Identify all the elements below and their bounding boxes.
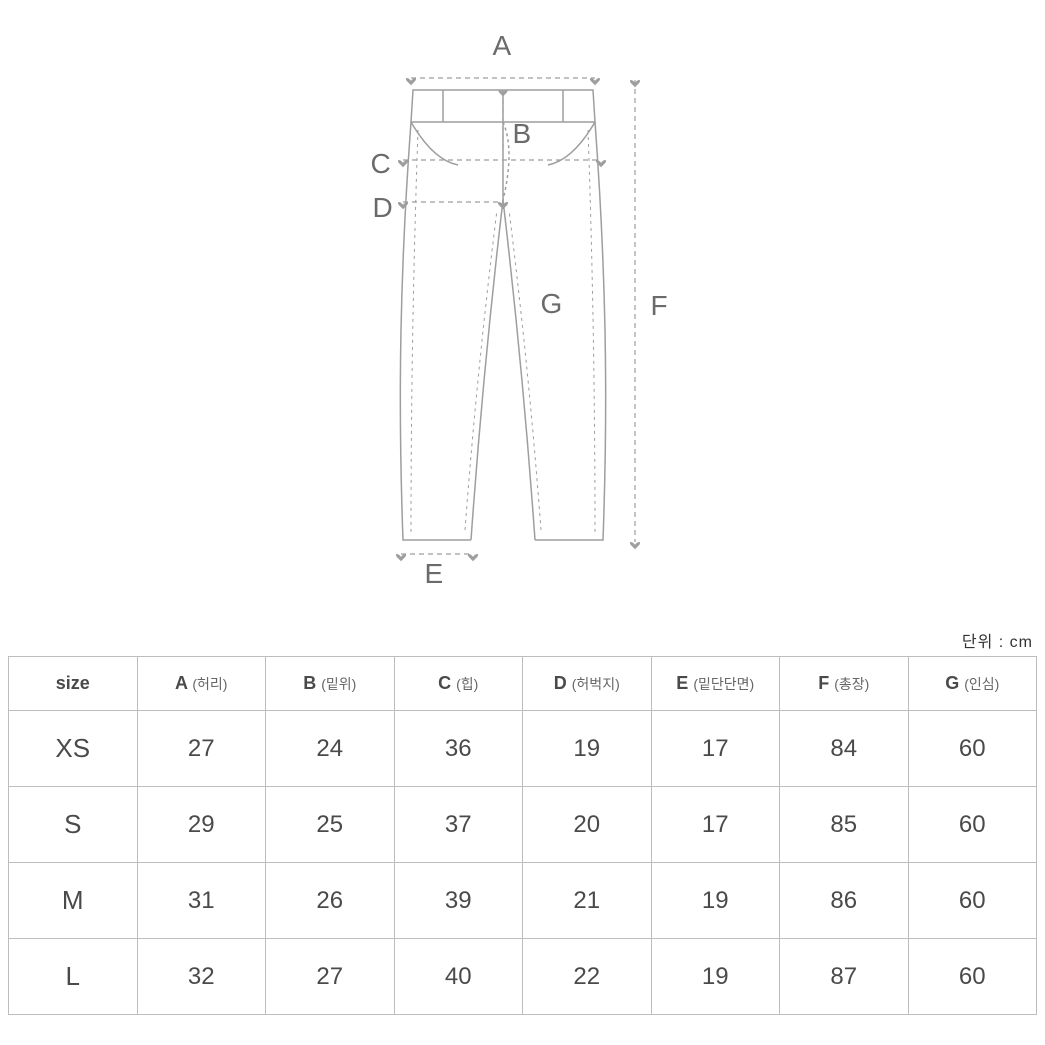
cell: 19 xyxy=(651,939,780,1015)
cell: 60 xyxy=(908,863,1037,939)
cell-size: XS xyxy=(9,711,138,787)
cell: 87 xyxy=(780,939,909,1015)
pants-svg xyxy=(343,30,703,590)
cell: 17 xyxy=(651,711,780,787)
cell: 39 xyxy=(394,863,523,939)
diagram-label-d: D xyxy=(373,192,393,224)
col-a: A (허리) xyxy=(137,657,266,711)
diagram-label-g: G xyxy=(541,288,563,320)
table-row: S 29 25 37 20 17 85 60 xyxy=(9,787,1037,863)
size-table: size A (허리) B (밑위) C (힙) D (허벅지) E (밑단단면… xyxy=(8,656,1037,1015)
cell: 60 xyxy=(908,939,1037,1015)
cell: 29 xyxy=(137,787,266,863)
cell: 40 xyxy=(394,939,523,1015)
cell-size: S xyxy=(9,787,138,863)
cell: 27 xyxy=(137,711,266,787)
cell: 84 xyxy=(780,711,909,787)
diagram-label-a: A xyxy=(493,30,512,62)
cell: 19 xyxy=(651,863,780,939)
col-b: B (밑위) xyxy=(266,657,395,711)
cell: 24 xyxy=(266,711,395,787)
table-header-row: size A (허리) B (밑위) C (힙) D (허벅지) E (밑단단면… xyxy=(9,657,1037,711)
col-size: size xyxy=(9,657,138,711)
cell: 31 xyxy=(137,863,266,939)
diagram-label-f: F xyxy=(651,290,668,322)
cell: 85 xyxy=(780,787,909,863)
diagram-label-c: C xyxy=(371,148,391,180)
col-e: E (밑단단면) xyxy=(651,657,780,711)
table-row: L 32 27 40 22 19 87 60 xyxy=(9,939,1037,1015)
cell: 60 xyxy=(908,711,1037,787)
cell: 20 xyxy=(523,787,652,863)
table-row: M 31 26 39 21 19 86 60 xyxy=(9,863,1037,939)
pants-diagram-container: A B C D E F G xyxy=(0,0,1045,590)
cell-size: L xyxy=(9,939,138,1015)
col-c: C (힙) xyxy=(394,657,523,711)
cell: 19 xyxy=(523,711,652,787)
pants-diagram: A B C D E F G xyxy=(343,30,703,590)
cell: 17 xyxy=(651,787,780,863)
unit-note: 단위 : cm xyxy=(962,628,1033,652)
cell: 26 xyxy=(266,863,395,939)
col-d: D (허벅지) xyxy=(523,657,652,711)
cell: 27 xyxy=(266,939,395,1015)
col-g: G (인심) xyxy=(908,657,1037,711)
diagram-label-e: E xyxy=(425,558,444,590)
cell: 37 xyxy=(394,787,523,863)
cell: 21 xyxy=(523,863,652,939)
cell: 86 xyxy=(780,863,909,939)
cell: 32 xyxy=(137,939,266,1015)
cell: 60 xyxy=(908,787,1037,863)
diagram-label-b: B xyxy=(513,118,532,150)
cell-size: M xyxy=(9,863,138,939)
cell: 25 xyxy=(266,787,395,863)
cell: 36 xyxy=(394,711,523,787)
cell: 22 xyxy=(523,939,652,1015)
table-row: XS 27 24 36 19 17 84 60 xyxy=(9,711,1037,787)
col-f: F (총장) xyxy=(780,657,909,711)
